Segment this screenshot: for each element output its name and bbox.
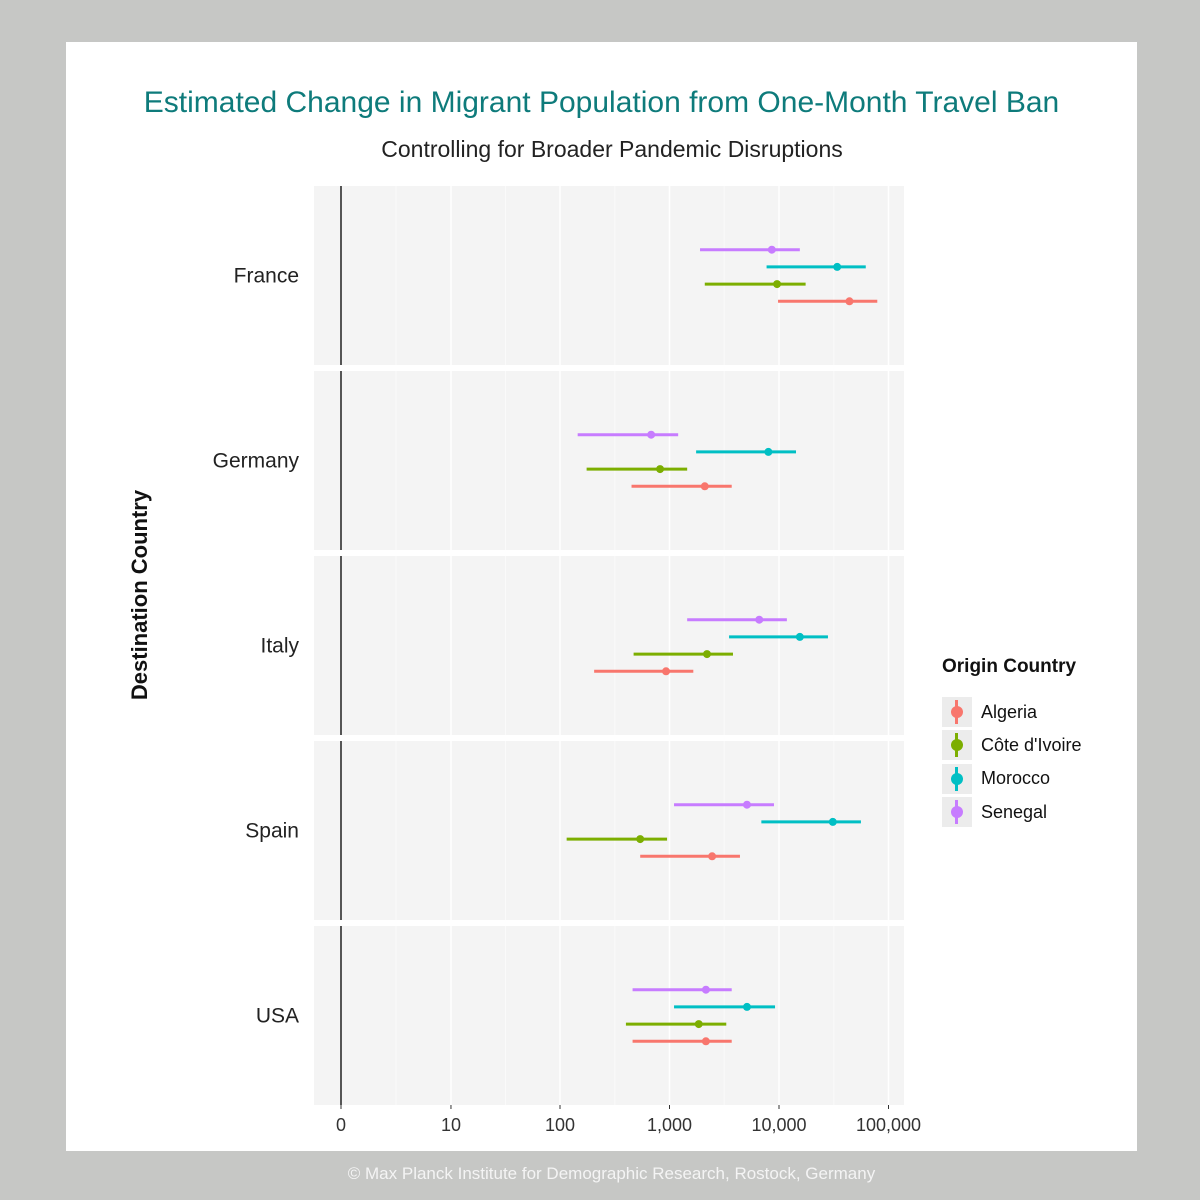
legend-key-pointrange-icon bbox=[942, 763, 972, 794]
legend-item: Algeria bbox=[942, 697, 1037, 727]
facet-label: Spain bbox=[245, 820, 299, 843]
facet-label: USA bbox=[256, 1005, 299, 1028]
panel-background bbox=[314, 186, 904, 365]
legend-item: Senegal bbox=[942, 797, 1048, 828]
point-morocco bbox=[795, 632, 804, 641]
x-tick-label: 1,000 bbox=[647, 1115, 692, 1135]
legend-title: Origin Country bbox=[942, 656, 1077, 677]
facet-label: France bbox=[234, 265, 299, 288]
point-senegal bbox=[647, 430, 656, 439]
facet-label: Italy bbox=[260, 635, 299, 658]
facet-panel-germany: Germany bbox=[213, 371, 904, 550]
legend-key-dot bbox=[951, 772, 963, 785]
point-morocco bbox=[742, 1002, 751, 1011]
panel-background bbox=[314, 371, 904, 550]
point-senegal bbox=[701, 985, 710, 994]
legend-key-pointrange-icon bbox=[942, 797, 972, 828]
facet-panel-italy: Italy bbox=[260, 556, 904, 735]
point-algeria bbox=[845, 297, 854, 306]
y-axis-label: Destination Country bbox=[127, 489, 152, 701]
x-tick-label: 100,000 bbox=[856, 1115, 921, 1135]
x-tick-label: 10,000 bbox=[751, 1115, 806, 1135]
panel-background bbox=[314, 556, 904, 735]
point-c-te-d-ivoire bbox=[656, 465, 665, 474]
legend-label: Morocco bbox=[981, 768, 1051, 789]
legend-key-dot bbox=[951, 706, 963, 718]
x-tick-label: 10 bbox=[441, 1115, 461, 1135]
point-algeria bbox=[701, 1037, 710, 1046]
point-senegal bbox=[742, 800, 751, 809]
point-algeria bbox=[708, 852, 717, 861]
legend-key-dot bbox=[951, 739, 963, 752]
facet-panel-usa: USA bbox=[256, 926, 904, 1105]
footer-copyright: © Max Planck Institute for Demographic R… bbox=[347, 1164, 876, 1183]
x-tick-label: 0 bbox=[336, 1115, 346, 1135]
point-morocco bbox=[828, 817, 837, 826]
point-algeria bbox=[662, 667, 671, 676]
panel-background bbox=[314, 741, 904, 920]
panel-background bbox=[314, 926, 904, 1105]
legend-item: Morocco bbox=[942, 763, 1051, 794]
chart-title: Estimated Change in Migrant Population f… bbox=[143, 86, 1060, 119]
facet-panel-france: France bbox=[234, 186, 904, 365]
point-c-te-d-ivoire bbox=[636, 835, 645, 844]
legend-item: Côte d'Ivoire bbox=[942, 730, 1082, 761]
point-c-te-d-ivoire bbox=[702, 650, 711, 659]
legend-label: Algeria bbox=[981, 701, 1038, 722]
legend-label: Senegal bbox=[981, 801, 1048, 822]
legend-key-pointrange-icon bbox=[942, 730, 972, 761]
point-senegal bbox=[755, 615, 764, 624]
x-tick-label: 100 bbox=[545, 1115, 575, 1135]
chart-subtitle: Controlling for Broader Pandemic Disrupt… bbox=[381, 136, 843, 162]
point-c-te-d-ivoire bbox=[773, 280, 782, 289]
facet-panel-spain: Spain bbox=[245, 741, 904, 920]
point-morocco bbox=[764, 447, 773, 456]
point-algeria bbox=[700, 482, 709, 491]
point-senegal bbox=[767, 245, 776, 254]
legend-label: Côte d'Ivoire bbox=[981, 734, 1082, 755]
legend-key-dot bbox=[951, 806, 963, 819]
legend-key-pointrange-icon bbox=[942, 697, 972, 727]
point-c-te-d-ivoire bbox=[694, 1020, 703, 1029]
facet-label: Germany bbox=[213, 450, 300, 473]
point-morocco bbox=[833, 262, 842, 271]
